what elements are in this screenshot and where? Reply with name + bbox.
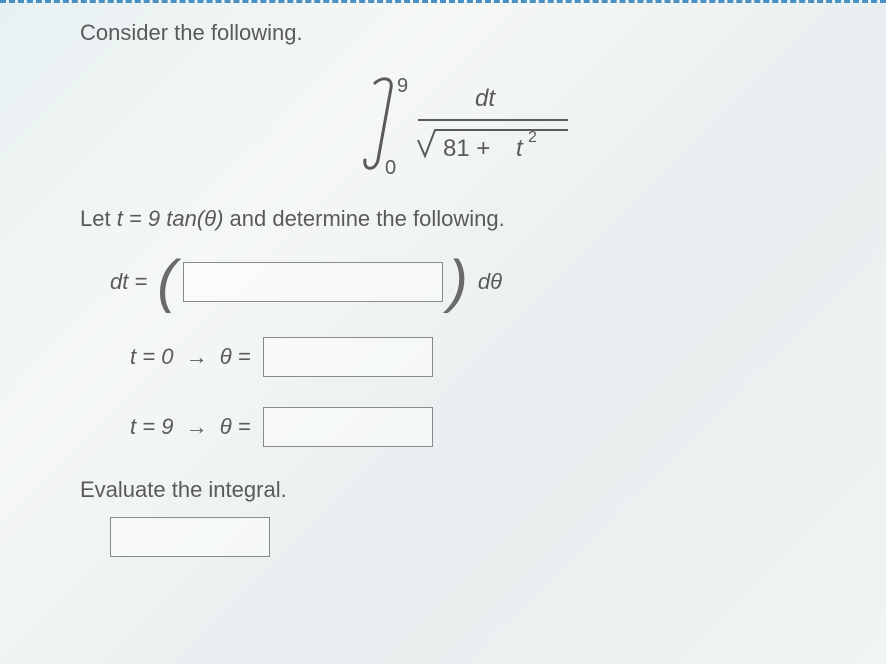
limit1-arrow: → (186, 344, 208, 369)
sub-prefix: Let (80, 206, 117, 231)
limit1-eq1: = (142, 344, 155, 369)
limit1-eq2: = (238, 344, 251, 369)
radicand-var: t (516, 135, 524, 162)
substitution-instruction: Let t = 9 tan(θ) and determine the follo… (80, 206, 826, 232)
evaluate-answer-input[interactable] (110, 517, 270, 557)
limit1-answer-input[interactable] (263, 337, 433, 377)
left-paren: ( (157, 262, 176, 303)
dt-row: dt = ( ) dθ (110, 262, 826, 303)
numerator: dt (475, 85, 496, 112)
limit-row-2: t = 9 → θ = (130, 407, 826, 447)
problem-body: Consider the following. 9 0 dt 81 + t 2 … (0, 0, 886, 577)
prompt-text: Consider the following. (80, 20, 826, 46)
dt-lhs: dt (110, 269, 128, 295)
limit2-arrow: → (186, 414, 208, 439)
sub-expr: t = 9 tan(θ) (117, 206, 224, 231)
sub-suffix: and determine the following. (223, 206, 504, 231)
limit2-eq2: = (238, 414, 251, 439)
limit2-eq1: = (142, 414, 155, 439)
limit2-answer-input[interactable] (263, 407, 433, 447)
lower-limit: 0 (385, 157, 396, 178)
dtheta-label: dθ (478, 269, 502, 295)
limit2-text: t = 9 → θ = (130, 414, 251, 440)
dt-answer-input[interactable] (183, 262, 443, 302)
radicand-const: 81 + (443, 135, 490, 162)
limit2-tvar: θ (220, 414, 232, 439)
limit1-tvar: θ (220, 344, 232, 369)
integral-display: 9 0 dt 81 + t 2 (80, 68, 826, 178)
dashed-top-border (0, 0, 886, 3)
limit-row-1: t = 0 → θ = (130, 337, 826, 377)
limit1-text: t = 0 → θ = (130, 344, 251, 370)
limit1-val: 0 (161, 344, 173, 369)
limit1-var: t (130, 344, 136, 369)
integral-svg: 9 0 dt 81 + t 2 (323, 68, 583, 178)
evaluate-text: Evaluate the integral. (80, 477, 826, 503)
upper-limit: 9 (397, 75, 408, 97)
right-paren: ) (449, 262, 468, 303)
limit2-val: 9 (161, 414, 173, 439)
limit2-var: t (130, 414, 136, 439)
radicand-exp: 2 (528, 129, 537, 146)
dt-eq: = (134, 269, 147, 295)
